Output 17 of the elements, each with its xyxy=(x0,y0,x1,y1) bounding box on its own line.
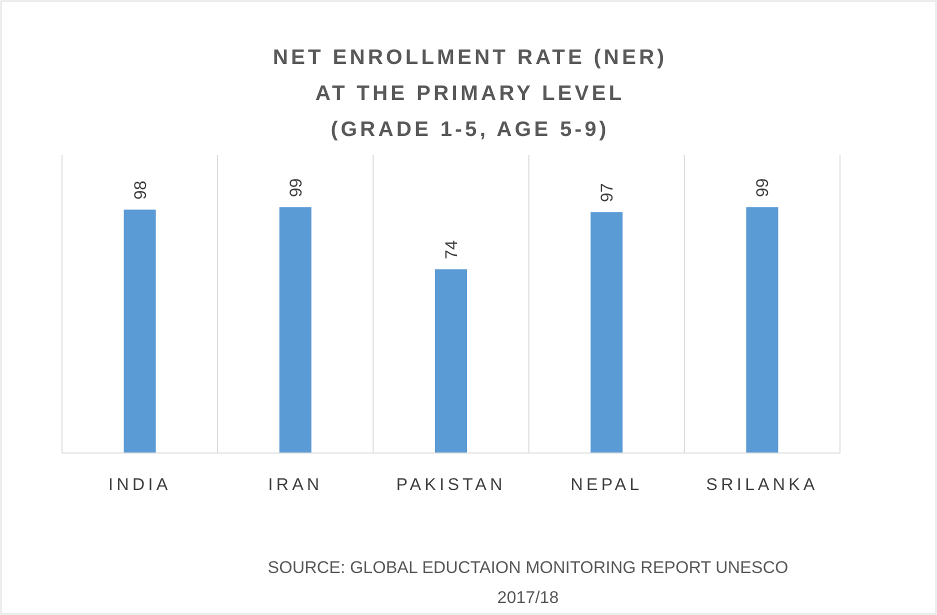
bar xyxy=(746,207,778,453)
x-tick-label: SRILANKA xyxy=(706,475,818,494)
data-label: 98 xyxy=(130,180,150,200)
x-tick-label: INDIA xyxy=(108,475,172,494)
bar xyxy=(435,269,467,453)
data-label: 97 xyxy=(598,183,617,202)
source-note: SOURCE: GLOBAL EDUCTAION MONITORING REPORT UNESCO 2017/18 xyxy=(268,558,788,607)
bar xyxy=(124,210,156,453)
x-tick-label: IRAN xyxy=(268,475,323,494)
data-label: 99 xyxy=(286,178,306,198)
bar xyxy=(279,207,312,453)
x-tick-label: PAKISTAN xyxy=(396,475,506,494)
data-label: 99 xyxy=(753,178,772,198)
bar xyxy=(590,212,623,453)
data-label: 74 xyxy=(442,240,461,260)
chart-title: NET ENROLLMENT RATE (NER) AT THE PRIMARY LEVEL (GRADE 1-5, AGE 5-9) xyxy=(272,46,668,141)
x-tick-label: NEPAL xyxy=(570,475,643,494)
